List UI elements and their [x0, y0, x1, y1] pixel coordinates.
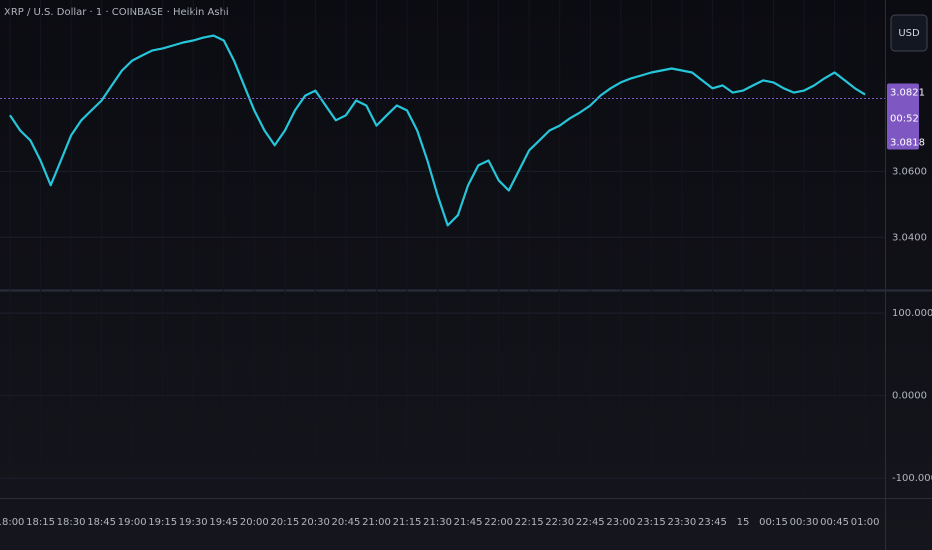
- y-tick-label: -100.0000: [892, 473, 932, 484]
- x-tick-label: 22:45: [576, 517, 605, 528]
- y-tick-label: 100.0000: [892, 308, 932, 319]
- x-tick-label: 22:15: [515, 517, 544, 528]
- axes: 3.04003.060018:0018:1518:3018:4519:0019:…: [0, 83, 932, 528]
- x-tick-label: 19:15: [148, 517, 177, 528]
- y-tick-label: 0.0000: [892, 391, 927, 402]
- last-price-label: 3.0821: [890, 88, 925, 99]
- x-tick-label: 18:30: [57, 517, 86, 528]
- chart-title: XRP / U.S. Dollar · 1 · COINBASE · Heiki…: [4, 7, 229, 18]
- prev-price-label: 3.0818: [890, 138, 925, 149]
- x-tick-label: 22:00: [484, 517, 513, 528]
- grid: [0, 170, 885, 479]
- x-tick-label: 21:30: [423, 517, 452, 528]
- x-tick-label: 20:00: [240, 517, 269, 528]
- x-tick-label: 00:15: [759, 517, 788, 528]
- countdown-label: 00:52: [890, 114, 919, 125]
- x-tick-label: 20:45: [332, 517, 361, 528]
- x-tick-label: 19:45: [209, 517, 238, 528]
- price-line: [9, 34, 866, 227]
- x-tick-label: 19:00: [118, 517, 147, 528]
- x-tick-label: 01:00: [851, 517, 880, 528]
- x-tick-label: 22:30: [545, 517, 574, 528]
- x-tick-label: 23:45: [698, 517, 727, 528]
- x-tick-label: 23:30: [667, 517, 696, 528]
- x-tick-label: 23:15: [637, 517, 666, 528]
- x-tick-label: 19:30: [179, 517, 208, 528]
- y-tick-label: 3.0400: [892, 232, 927, 243]
- price-badge: [887, 83, 919, 150]
- x-tick-label: 21:00: [362, 517, 391, 528]
- x-tick-label: 18:45: [87, 517, 116, 528]
- x-tick-label: 18:15: [26, 517, 55, 528]
- plot: [0, 34, 885, 227]
- x-tick-label: 00:30: [790, 517, 819, 528]
- x-tick-label: 00:45: [820, 517, 849, 528]
- x-tick-label: 21:15: [393, 517, 422, 528]
- x-tick-label: 23:00: [606, 517, 635, 528]
- currency-label[interactable]: USD: [898, 28, 920, 39]
- currency-button[interactable]: [890, 14, 928, 52]
- x-tick-label: 20:15: [270, 517, 299, 528]
- x-tick-label: 20:30: [301, 517, 330, 528]
- x-tick-label: 21:45: [454, 517, 483, 528]
- y-tick-label: 3.0600: [892, 166, 927, 177]
- x-tick-label: 18:00: [0, 517, 24, 528]
- x-tick-label: 15: [737, 517, 750, 528]
